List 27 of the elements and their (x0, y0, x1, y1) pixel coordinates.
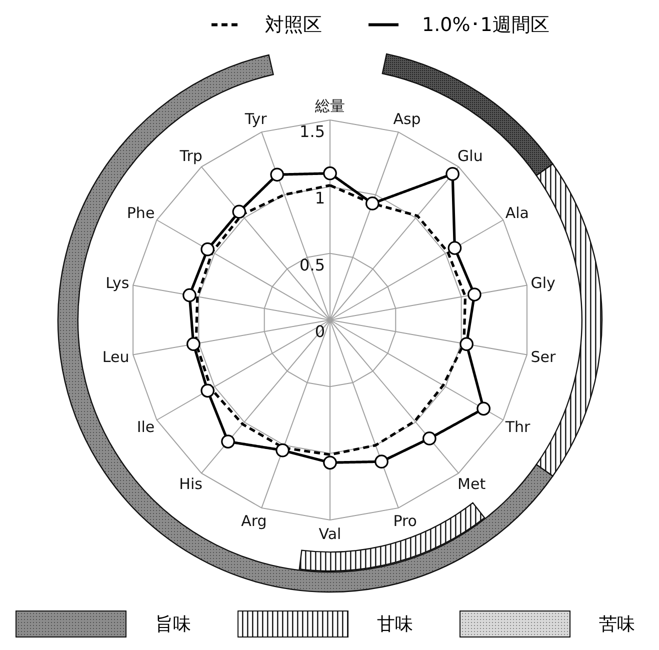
spoke-label: Lys (106, 274, 130, 292)
y-tick-label: 1 (314, 188, 325, 208)
spoke-label: Gly (530, 274, 556, 292)
y-tick-label: 0 (314, 322, 325, 341)
y-tick-label: 0.5 (300, 255, 325, 274)
spoke-label: Met (458, 474, 486, 493)
spoke-label: His (179, 474, 203, 493)
legend-label: 1.0%･1週間区 (422, 14, 550, 36)
spoke-label: Arg (241, 512, 267, 530)
spoke-label: Phe (126, 204, 155, 222)
spoke-label: Leu (102, 348, 130, 366)
spoke-label: Pro (393, 512, 417, 530)
text: 甘味 (377, 613, 413, 636)
spoke-label: Ser (530, 348, 556, 366)
legend-label: 対照区 (265, 14, 322, 36)
spoke-label: Tyr (244, 110, 268, 128)
spoke-label: Val (318, 525, 342, 543)
spoke-label: Ala (505, 204, 529, 222)
y-tick-label: 1.5 (300, 122, 325, 141)
spoke-label: 総量 (314, 97, 345, 115)
text: 苦味 (599, 613, 635, 636)
spoke-label: Glu (458, 147, 483, 166)
text: 旨味 (155, 613, 191, 636)
spoke-label: Thr (504, 418, 531, 436)
spoke-label: Asp (393, 110, 421, 128)
spoke-label: Trp (178, 147, 202, 166)
spoke-label: Ile (136, 418, 155, 436)
